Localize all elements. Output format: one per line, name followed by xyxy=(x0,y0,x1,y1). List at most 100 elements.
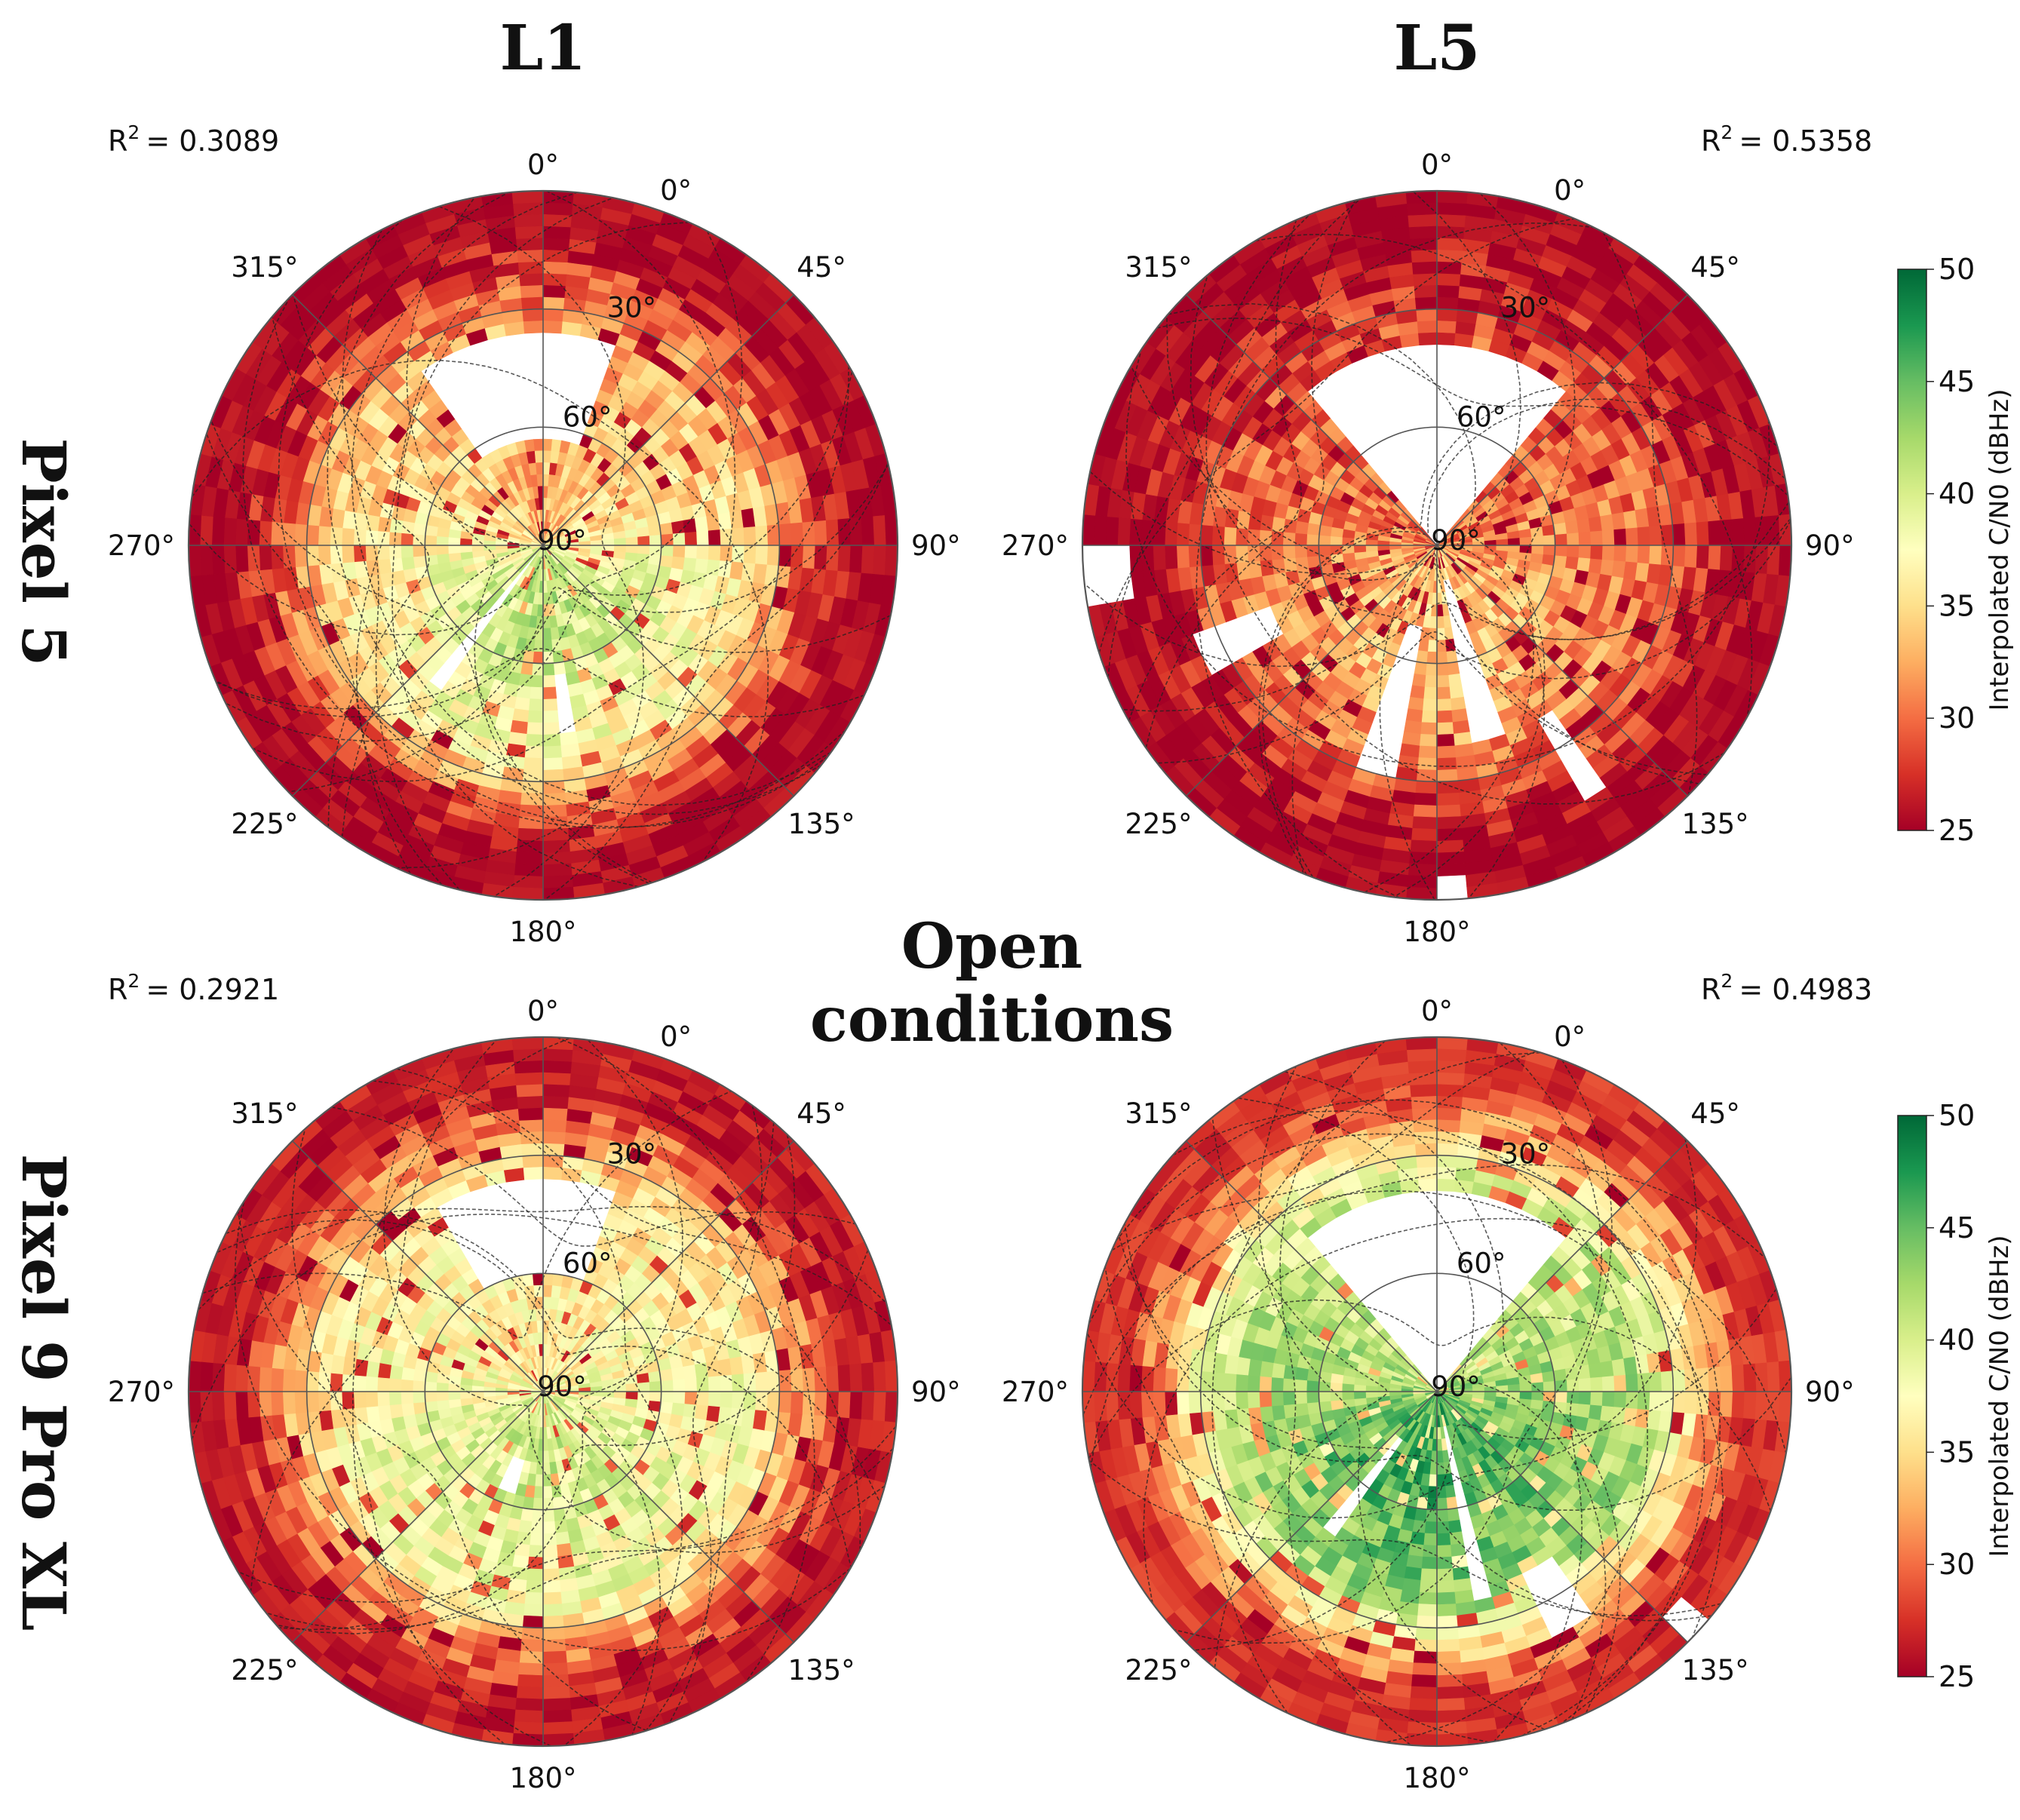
heatmap-cell xyxy=(514,1697,544,1711)
heatmap-cell xyxy=(1611,512,1626,530)
row-label-pixel9: Pixel 9 Pro XL xyxy=(8,1154,79,1631)
heatmap-cell xyxy=(247,1365,261,1392)
heatmap-cell xyxy=(1436,249,1463,263)
heatmap-cell xyxy=(1778,545,1792,577)
heatmap-cell xyxy=(1566,532,1579,546)
heatmap-cell xyxy=(1507,538,1521,546)
heatmap-cell xyxy=(1411,827,1438,842)
heatmap-cell xyxy=(1577,531,1592,546)
heatmap-cell xyxy=(1445,649,1458,664)
heatmap-cell xyxy=(1436,721,1454,735)
heatmap-cell xyxy=(519,273,544,287)
heatmap-cell xyxy=(1294,532,1308,546)
heatmap-cell xyxy=(1451,707,1469,723)
heatmap-cell xyxy=(516,1084,544,1098)
heatmap-cell xyxy=(188,1360,202,1392)
heatmap-cell xyxy=(708,529,721,546)
heatmap-cell xyxy=(282,1368,296,1392)
heatmap-cell xyxy=(1140,545,1155,572)
heatmap-cell xyxy=(353,1391,367,1409)
heatmap-cell xyxy=(542,792,566,806)
heatmap-cell xyxy=(837,1364,851,1392)
heatmap-cell xyxy=(542,721,560,735)
heatmap-cell xyxy=(1318,534,1331,546)
heatmap-cell xyxy=(731,1373,744,1392)
heatmap-cell xyxy=(294,1391,309,1414)
heatmap-cell xyxy=(424,534,437,546)
heatmap-cell xyxy=(1413,804,1438,818)
heatmap-cell xyxy=(542,1662,569,1676)
heatmap-cell xyxy=(719,1374,733,1392)
azimuth-label: 45° xyxy=(797,251,846,284)
heatmap-cell xyxy=(1211,525,1226,546)
azimuth-label: 270° xyxy=(1002,529,1069,562)
heatmap-cell xyxy=(522,308,544,322)
heatmap-cell xyxy=(1530,545,1544,555)
heatmap-cell xyxy=(694,516,708,532)
heatmap-cell xyxy=(526,721,544,735)
heatmap-cell xyxy=(1436,662,1449,676)
heatmap-cell xyxy=(542,1615,564,1628)
heatmap-cell xyxy=(729,1356,744,1376)
heatmap-cell xyxy=(849,1363,863,1392)
heatmap-cell xyxy=(719,545,733,563)
heatmap-cell xyxy=(1414,296,1438,311)
heatmap-cell xyxy=(671,520,685,535)
heatmap-cell xyxy=(531,662,544,676)
heatmap-cell xyxy=(1601,545,1615,561)
heatmap-cell xyxy=(306,524,320,546)
azimuth-label: 135° xyxy=(1682,808,1749,840)
heatmap-cell xyxy=(542,1626,566,1640)
elevation-label: 30° xyxy=(607,292,657,324)
heatmap-cell xyxy=(553,661,566,676)
heatmap-cell xyxy=(1484,539,1497,546)
heatmap-cell xyxy=(778,523,792,546)
heatmap-cell xyxy=(1401,731,1421,746)
heatmap-cell xyxy=(388,545,403,560)
heatmap-cell xyxy=(1140,519,1155,546)
azimuth-label: 135° xyxy=(788,808,855,840)
heatmap-cell xyxy=(613,538,627,546)
heatmap-cell xyxy=(649,534,662,546)
heatmap-cell xyxy=(1399,333,1420,348)
heatmap-cell xyxy=(705,514,720,532)
heatmap-cell xyxy=(1436,308,1458,322)
heatmap-cell xyxy=(872,1361,886,1392)
heatmap-cell xyxy=(1283,557,1298,572)
heatmap-cell xyxy=(282,522,296,546)
heatmap-cell xyxy=(518,673,533,687)
polar-panel-pixel5-l1: 0°45°90°135°180°225°270°315°0°30°60°90° xyxy=(108,149,961,948)
heatmap-cell xyxy=(542,686,557,700)
heatmap-cell xyxy=(542,744,562,759)
heatmap-cell xyxy=(378,558,392,575)
heatmap-cell xyxy=(353,528,367,546)
heatmap-cell xyxy=(542,627,552,640)
heatmap-cell xyxy=(522,1155,544,1168)
center-label-line1: Open xyxy=(901,910,1083,983)
heatmap-cell xyxy=(1442,615,1452,628)
heatmap-cell xyxy=(1707,545,1721,571)
heatmap-cell xyxy=(517,1095,544,1109)
heatmap-cell xyxy=(524,1591,544,1605)
heatmap-cell xyxy=(1408,213,1438,228)
heatmap-cell xyxy=(1625,545,1638,563)
heatmap-cell xyxy=(436,536,450,546)
heatmap-cell xyxy=(1636,545,1650,564)
elevation-label: 30° xyxy=(1501,292,1551,324)
heatmap-cell xyxy=(695,545,709,560)
azimuth-label: 90° xyxy=(1805,529,1855,562)
heatmap-cell xyxy=(520,1638,544,1653)
heatmap-cell xyxy=(542,273,567,287)
heatmap-cell xyxy=(522,1615,544,1628)
heatmap-cell xyxy=(717,512,732,530)
heatmap-cell xyxy=(695,530,709,546)
heatmap-cell xyxy=(436,545,450,555)
heatmap-cell xyxy=(200,515,214,546)
heatmap-cell xyxy=(526,1567,544,1582)
heatmap-cell xyxy=(542,296,566,311)
heatmap-cell xyxy=(766,545,780,566)
elevation-label: 90° xyxy=(537,524,587,557)
heatmap-cell xyxy=(884,1391,898,1423)
elevation-label: 60° xyxy=(1457,401,1506,434)
heatmap-cell xyxy=(523,1166,544,1180)
